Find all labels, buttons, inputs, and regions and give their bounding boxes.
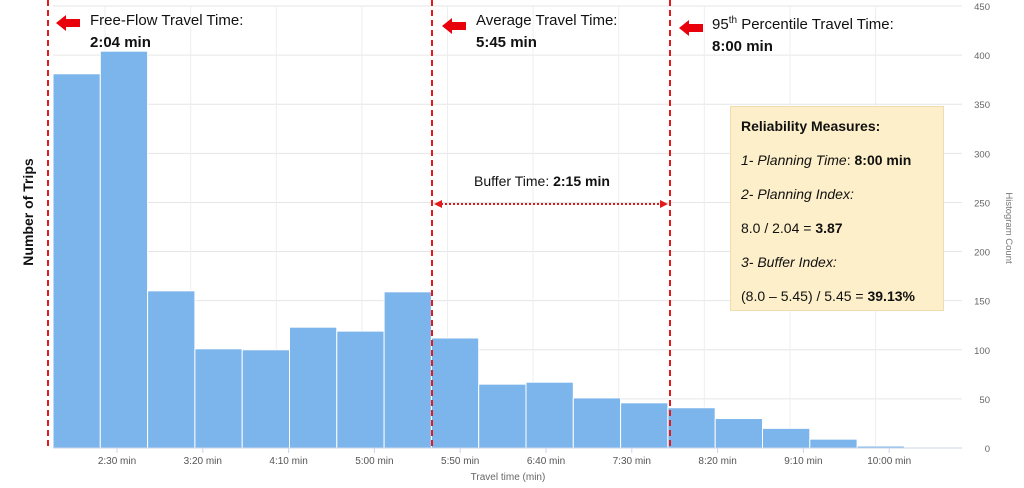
- average-annotation: Average Travel Time: 5:45 min: [476, 11, 617, 52]
- average-value: 5:45 min: [476, 34, 537, 51]
- average-label: Average Travel Time:: [476, 12, 618, 29]
- planning-time-row: 1- Planning Time: 8:00 min: [741, 152, 912, 168]
- histogram-bar: [241, 349, 290, 449]
- y-tick-label: 200: [974, 248, 990, 259]
- x-tick-label: 8:20 min: [698, 456, 736, 467]
- free-flow-value: 2:04 min: [90, 34, 151, 51]
- histogram-bar: [809, 438, 858, 449]
- histogram-bar: [336, 330, 385, 449]
- p95-value: 8:00 min: [712, 38, 773, 55]
- x-tick-label: 9:10 min: [784, 456, 822, 467]
- histogram-bar: [383, 291, 432, 449]
- histogram-bar: [289, 326, 338, 449]
- x-axis-title: Travel time (min): [471, 472, 546, 483]
- histogram-bar: [620, 402, 669, 449]
- x-tick-label: 5:50 min: [441, 456, 479, 467]
- y-tick-label: 400: [974, 51, 990, 62]
- x-tick-label: 7:30 min: [613, 456, 651, 467]
- x-tick-label: 6:40 min: [527, 456, 565, 467]
- left-arrow-icon: [442, 18, 466, 34]
- reliability-measures-box: Reliability Measures: 1- Planning Time: …: [730, 106, 944, 311]
- histogram-bar: [572, 397, 622, 449]
- reliability-title: Reliability Measures:: [741, 118, 881, 134]
- y-tick-label: 450: [974, 2, 990, 13]
- histogram-bar: [478, 383, 527, 449]
- y-tick-label: 150: [974, 297, 990, 308]
- y-tick-label: 250: [974, 198, 990, 209]
- histogram-bar: [99, 50, 149, 449]
- x-tick-label: 2:30 min: [98, 456, 136, 467]
- histogram-bar: [147, 290, 196, 449]
- x-tick-label: 5:00 min: [355, 456, 393, 467]
- right-axis-title: Histogram Count: [1003, 192, 1014, 264]
- histogram-bar: [194, 348, 243, 449]
- free-flow-annotation: Free-Flow Travel Time: 2:04 min: [90, 11, 243, 52]
- arrowhead-right-icon: [660, 200, 668, 208]
- histogram-bar: [525, 381, 574, 449]
- p95-label: 95th Percentile Travel Time:: [712, 15, 894, 33]
- y-tick-label: 0: [985, 444, 990, 455]
- planning-index-label: 2- Planning Index:: [741, 186, 854, 202]
- x-tick-label: 10:00 min: [867, 456, 911, 467]
- histogram-bar: [52, 73, 101, 449]
- histogram-bar: [667, 407, 716, 449]
- planning-index-row: 8.0 / 2.04 = 3.87: [741, 220, 843, 236]
- arrowhead-left-icon: [434, 200, 442, 208]
- buffer-time-label: Buffer Time: 2:15 min: [474, 173, 610, 189]
- histogram-bar: [762, 427, 811, 449]
- free-flow-label: Free-Flow Travel Time:: [90, 12, 244, 29]
- y-tick-label: 350: [974, 100, 990, 111]
- buffer-index-row: (8.0 – 5.45) / 5.45 = 39.13%: [741, 288, 915, 304]
- histogram-bar: [430, 337, 480, 449]
- x-tick-label: 3:20 min: [184, 456, 222, 467]
- y-axis-title: Number of Trips: [20, 158, 36, 266]
- left-arrow-icon: [679, 20, 703, 36]
- left-arrow-icon: [56, 15, 80, 31]
- histogram-bar: [714, 418, 764, 449]
- y-tick-label: 300: [974, 149, 990, 160]
- y-tick-label: 100: [974, 346, 990, 357]
- y-tick-label: 50: [979, 395, 990, 406]
- buffer-index-label: 3- Buffer Index:: [741, 254, 837, 270]
- x-tick-label: 4:10 min: [269, 456, 307, 467]
- p95-annotation: 95th Percentile Travel Time: 8:00 min: [712, 11, 894, 56]
